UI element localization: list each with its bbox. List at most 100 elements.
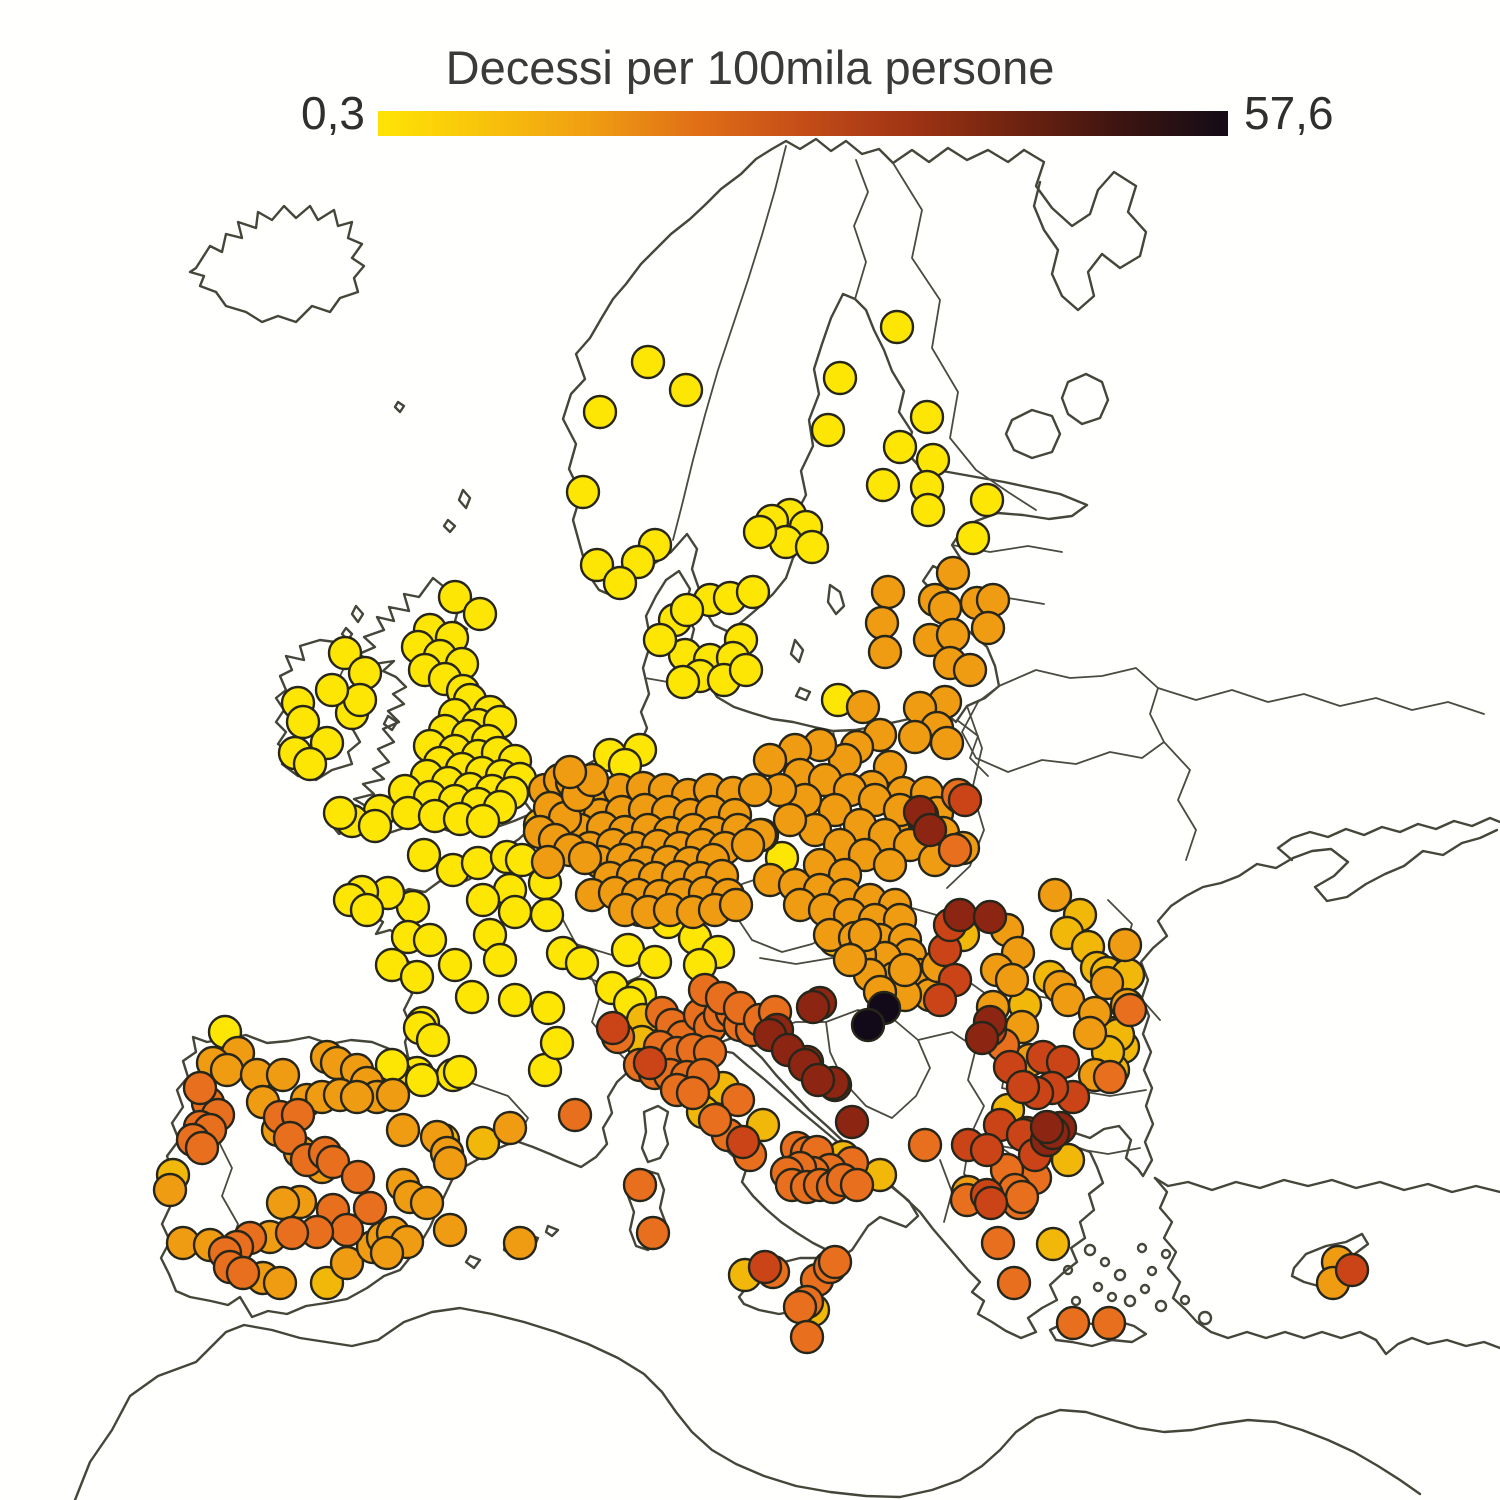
- map-dot: [265, 1057, 301, 1093]
- map-dot: [482, 942, 518, 978]
- map-dot: [970, 610, 1006, 646]
- map-dot: [697, 1102, 733, 1138]
- map-dot: [529, 897, 565, 933]
- map-dot: [1050, 1142, 1086, 1178]
- map-dot: [339, 1079, 375, 1115]
- map-dot: [942, 897, 978, 933]
- map-dot: [437, 579, 473, 615]
- map-dot: [834, 1104, 870, 1140]
- map-dot: [832, 942, 868, 978]
- map-dot: [747, 1249, 783, 1285]
- map-dot: [385, 1112, 421, 1148]
- map-dot: [996, 1265, 1032, 1301]
- map-dot: [668, 372, 704, 408]
- map-dot: [912, 812, 948, 848]
- map-dot: [975, 582, 1011, 618]
- map-dot: [497, 894, 533, 930]
- aegean-islands: [1062, 1242, 1213, 1326]
- map-dot: [907, 1127, 943, 1163]
- map-dot: [810, 412, 846, 448]
- map-dot: [492, 1110, 528, 1146]
- map-dot: [964, 1020, 1000, 1056]
- map-dot: [274, 1215, 310, 1251]
- chart-title: Decessi per 100mila persone: [445, 41, 1055, 94]
- map-dot: [735, 574, 771, 610]
- map-dot: [152, 1172, 188, 1208]
- map-dot: [845, 689, 881, 725]
- map-dot: [265, 1185, 301, 1221]
- map-dot: [752, 742, 788, 778]
- map-dot: [564, 945, 600, 981]
- map-dot: [432, 1212, 468, 1248]
- map-dot: [637, 944, 673, 980]
- map-dot: [789, 1319, 825, 1355]
- map-dot: [794, 529, 830, 565]
- map-dot: [1334, 1252, 1370, 1288]
- map-dot: [225, 1255, 261, 1291]
- map-dot: [182, 1070, 218, 1106]
- map-dot: [910, 492, 946, 528]
- map-dot: [665, 664, 701, 700]
- map-dot: [454, 979, 490, 1015]
- map-dot: [349, 892, 385, 928]
- map-dot: [795, 989, 831, 1025]
- map-dot: [947, 782, 983, 818]
- legend-gradient-bar: [378, 111, 1228, 136]
- map-dot: [415, 1022, 451, 1058]
- map-dot: [730, 827, 766, 863]
- map-dot: [314, 672, 350, 708]
- map-dot: [1112, 992, 1148, 1028]
- map-dot: [969, 1132, 1005, 1168]
- legend-min-label: 0,3: [301, 87, 365, 139]
- map-dot: [567, 840, 603, 876]
- map-dot: [632, 1045, 668, 1081]
- map-dot: [642, 622, 678, 658]
- map-dot: [782, 1289, 818, 1325]
- map-dot: [718, 887, 754, 923]
- map-dot: [557, 1097, 593, 1133]
- map-dot: [720, 1082, 756, 1118]
- map-dot: [980, 1225, 1016, 1261]
- map-dot: [1091, 1305, 1127, 1341]
- map-dot: [994, 962, 1030, 998]
- map-dot: [897, 719, 933, 755]
- map-dot: [465, 1125, 501, 1161]
- map-dot: [437, 947, 473, 983]
- data-points-layer: [152, 309, 1370, 1355]
- map-dot: [602, 565, 638, 601]
- map-dot: [909, 399, 945, 435]
- map-dot: [262, 1265, 298, 1301]
- map-dot: [465, 803, 501, 839]
- map-dot: [850, 1007, 886, 1043]
- map-dot: [1092, 1059, 1128, 1095]
- map-dot: [867, 634, 903, 670]
- map-dot: [497, 982, 533, 1018]
- map-dot: [530, 844, 566, 880]
- map-dot: [725, 1124, 761, 1160]
- map-dot: [870, 574, 906, 610]
- map-dot: [972, 899, 1008, 935]
- map-dot: [292, 746, 328, 782]
- map-dot: [1037, 877, 1073, 913]
- map-dot: [595, 1010, 631, 1046]
- map-dot: [404, 1062, 440, 1098]
- map-dot: [935, 555, 971, 591]
- map-dot: [399, 959, 435, 995]
- map-dot: [1107, 927, 1143, 963]
- map-dot: [822, 360, 858, 396]
- map-dot: [432, 1145, 468, 1181]
- map-dot: [887, 952, 923, 988]
- map-dot: [315, 1144, 351, 1180]
- map-dot: [530, 990, 566, 1026]
- map-dot: [582, 394, 618, 430]
- map-dot: [865, 467, 901, 503]
- map-dot: [1029, 1109, 1065, 1145]
- map-dot: [412, 922, 448, 958]
- map-dot: [675, 1075, 711, 1111]
- map-dot: [1055, 1305, 1091, 1341]
- map-dot: [882, 429, 918, 465]
- map-dot: [669, 592, 705, 628]
- map-dot: [462, 596, 498, 632]
- map-dot: [847, 917, 883, 953]
